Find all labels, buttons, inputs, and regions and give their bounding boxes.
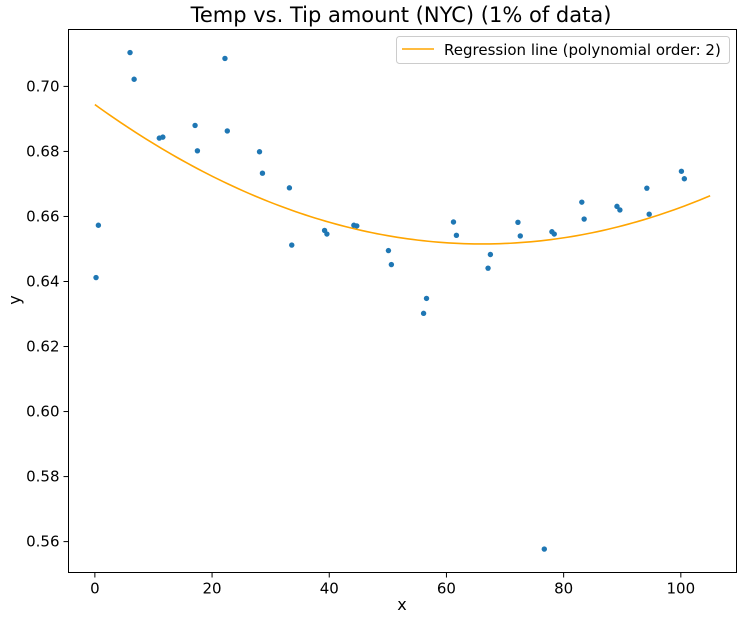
y-tick-label-5: 0.66 xyxy=(26,207,59,225)
x-tick-label-5: 100 xyxy=(667,580,696,598)
scatter-point-22 xyxy=(450,219,457,225)
scatter-point-6 xyxy=(192,122,198,129)
scatter-point-9 xyxy=(224,128,230,134)
scatter-point-19 xyxy=(388,261,395,268)
x-tick-label-2: 40 xyxy=(320,580,339,598)
scatter-point-27 xyxy=(517,233,523,239)
y-axis-label: y xyxy=(5,295,24,304)
x-tick-label-3: 60 xyxy=(437,580,456,598)
y-tick-label-2: 0.60 xyxy=(26,403,59,421)
y-tick-label-3: 0.62 xyxy=(26,338,59,356)
scatter-point-25 xyxy=(487,251,494,258)
scatter-point-17 xyxy=(354,223,360,229)
scatter-point-37 xyxy=(678,168,685,174)
y-tick-label-1: 0.58 xyxy=(26,468,59,486)
y-tick-label-0: 0.56 xyxy=(26,533,59,551)
scatter-point-20 xyxy=(420,310,427,317)
scatter-point-35 xyxy=(644,185,650,191)
scatter-point-28 xyxy=(541,546,547,552)
scatter-point-26 xyxy=(515,219,521,226)
scatter-point-38 xyxy=(681,176,688,182)
chart-title: Temp vs. Tip amount (NYC) (1% of data) xyxy=(190,3,612,27)
scatter-point-24 xyxy=(485,265,491,271)
y-tick-label-4: 0.64 xyxy=(26,272,59,290)
plot-frame xyxy=(68,29,737,573)
scatter-point-1 xyxy=(95,222,102,228)
scatter-point-8 xyxy=(222,55,228,62)
x-tick-label-1: 20 xyxy=(203,580,222,598)
x-axis-label: x xyxy=(397,595,406,614)
scatter-point-23 xyxy=(453,232,460,239)
scatter-point-10 xyxy=(256,149,263,155)
scatter-point-36 xyxy=(646,211,652,217)
scatter-point-11 xyxy=(259,170,266,176)
scatter-point-13 xyxy=(289,242,295,248)
legend: Regression line (polynomial order: 2) xyxy=(396,36,730,64)
regression-line xyxy=(94,103,711,245)
scatter-point-18 xyxy=(385,247,392,254)
scatter-point-12 xyxy=(286,185,293,191)
scatter-point-5 xyxy=(160,134,166,140)
scatter-point-31 xyxy=(579,199,585,205)
plot-area xyxy=(93,49,711,552)
x-tick-label-4: 80 xyxy=(554,580,573,598)
y-tick-label-7: 0.70 xyxy=(26,77,59,95)
scatter-point-3 xyxy=(131,76,137,82)
scatter-point-2 xyxy=(127,49,133,56)
legend-label-regression: Regression line (polynomial order: 2) xyxy=(444,41,721,59)
x-tick-label-0: 0 xyxy=(90,580,100,598)
scatter-point-30 xyxy=(551,231,557,237)
scatter-point-32 xyxy=(581,216,587,222)
scatter-point-7 xyxy=(194,148,201,154)
scatter-point-0 xyxy=(93,274,99,281)
scatter-point-34 xyxy=(617,207,623,213)
x-axis: 0 20 40 60 80 100 xyxy=(90,572,696,598)
scatter-point-33 xyxy=(614,203,620,210)
legend-box xyxy=(396,36,730,64)
y-axis: 0.56 0.58 0.60 0.62 0.64 0.66 0.68 0.70 xyxy=(26,77,69,551)
scatter-point-21 xyxy=(423,295,430,302)
y-tick-label-6: 0.68 xyxy=(26,142,59,160)
scatter-point-15 xyxy=(324,231,330,237)
